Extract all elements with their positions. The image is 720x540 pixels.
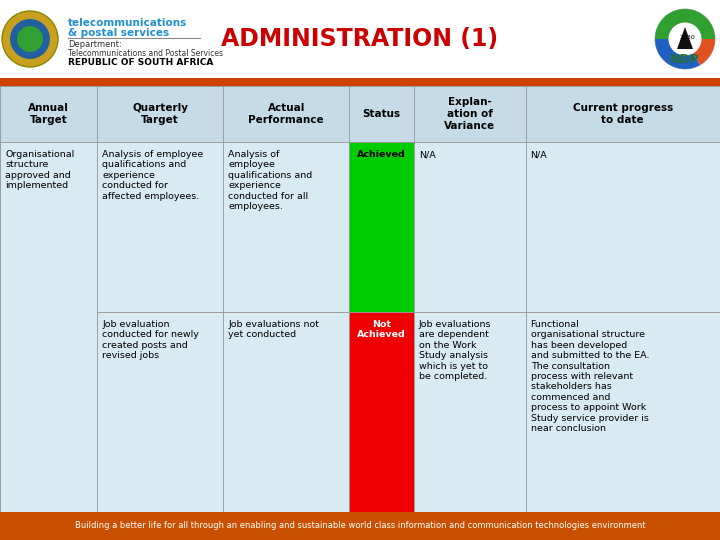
- Bar: [349, 142, 414, 312]
- Text: Functional
organisational structure
has been developed
and submitted to the EA.
: Functional organisational structure has …: [531, 320, 649, 433]
- Text: Annual
Target: Annual Target: [28, 103, 69, 125]
- Wedge shape: [685, 39, 715, 65]
- Bar: [223, 312, 349, 512]
- Circle shape: [17, 26, 43, 52]
- Bar: [0, 142, 97, 512]
- Text: Building a better life for all through an enabling and sustainable world class i: Building a better life for all through a…: [75, 522, 645, 530]
- Bar: [0, 512, 720, 540]
- Bar: [0, 86, 97, 142]
- Bar: [349, 312, 414, 512]
- Circle shape: [655, 9, 715, 69]
- Bar: [97, 86, 223, 142]
- Bar: [526, 86, 720, 142]
- Circle shape: [668, 23, 701, 56]
- Text: N/A: N/A: [531, 150, 547, 159]
- Text: Explan-
ation of
Variance: Explan- ation of Variance: [444, 97, 495, 131]
- Text: N/A: N/A: [419, 150, 436, 159]
- Bar: [526, 312, 720, 512]
- Bar: [414, 142, 526, 312]
- Bar: [0, 78, 720, 86]
- Wedge shape: [655, 39, 700, 69]
- Wedge shape: [655, 9, 715, 39]
- Text: Job evaluations not
yet conducted: Job evaluations not yet conducted: [228, 320, 319, 340]
- Text: telecommunications: telecommunications: [68, 18, 187, 28]
- Text: 2030: 2030: [679, 35, 695, 40]
- Text: Job evaluations
are dependent
on the Work
Study analysis
which is yet to
be comp: Job evaluations are dependent on the Wor…: [419, 320, 492, 381]
- Text: Telecommunications and Postal Services: Telecommunications and Postal Services: [68, 49, 223, 58]
- Text: REPUBLIC OF SOUTH AFRICA: REPUBLIC OF SOUTH AFRICA: [68, 58, 213, 67]
- Text: ADMINISTRATION (1): ADMINISTRATION (1): [222, 27, 498, 51]
- Circle shape: [10, 19, 50, 59]
- Circle shape: [2, 11, 58, 67]
- Bar: [0, 86, 720, 512]
- Text: Analysis of
employee
qualifications and
experience
conducted for all
employees.: Analysis of employee qualifications and …: [228, 150, 312, 211]
- Bar: [97, 312, 223, 512]
- Text: Actual
Performance: Actual Performance: [248, 103, 324, 125]
- Text: Department:: Department:: [68, 40, 122, 49]
- Text: Not
Achieved: Not Achieved: [357, 320, 406, 340]
- Bar: [0, 0, 720, 78]
- Bar: [526, 142, 720, 312]
- Bar: [97, 142, 223, 312]
- Text: Job evaluation
conducted for newly
created posts and
revised jobs: Job evaluation conducted for newly creat…: [102, 320, 199, 360]
- Text: Current progress
to date: Current progress to date: [572, 103, 673, 125]
- Text: Status: Status: [363, 109, 400, 119]
- Bar: [414, 86, 526, 142]
- Bar: [223, 142, 349, 312]
- Bar: [349, 86, 414, 142]
- Text: Quarterly
Target: Quarterly Target: [132, 103, 188, 125]
- Polygon shape: [677, 27, 693, 49]
- Bar: [414, 312, 526, 512]
- Text: NDP: NDP: [670, 53, 700, 66]
- Text: Analysis of employee
qualifications and
experience
conducted for
affected employ: Analysis of employee qualifications and …: [102, 150, 204, 200]
- Text: Organisational
structure
approved and
implemented: Organisational structure approved and im…: [5, 150, 74, 190]
- Bar: [223, 86, 349, 142]
- Text: & postal services: & postal services: [68, 28, 169, 38]
- Text: Achieved: Achieved: [357, 150, 406, 159]
